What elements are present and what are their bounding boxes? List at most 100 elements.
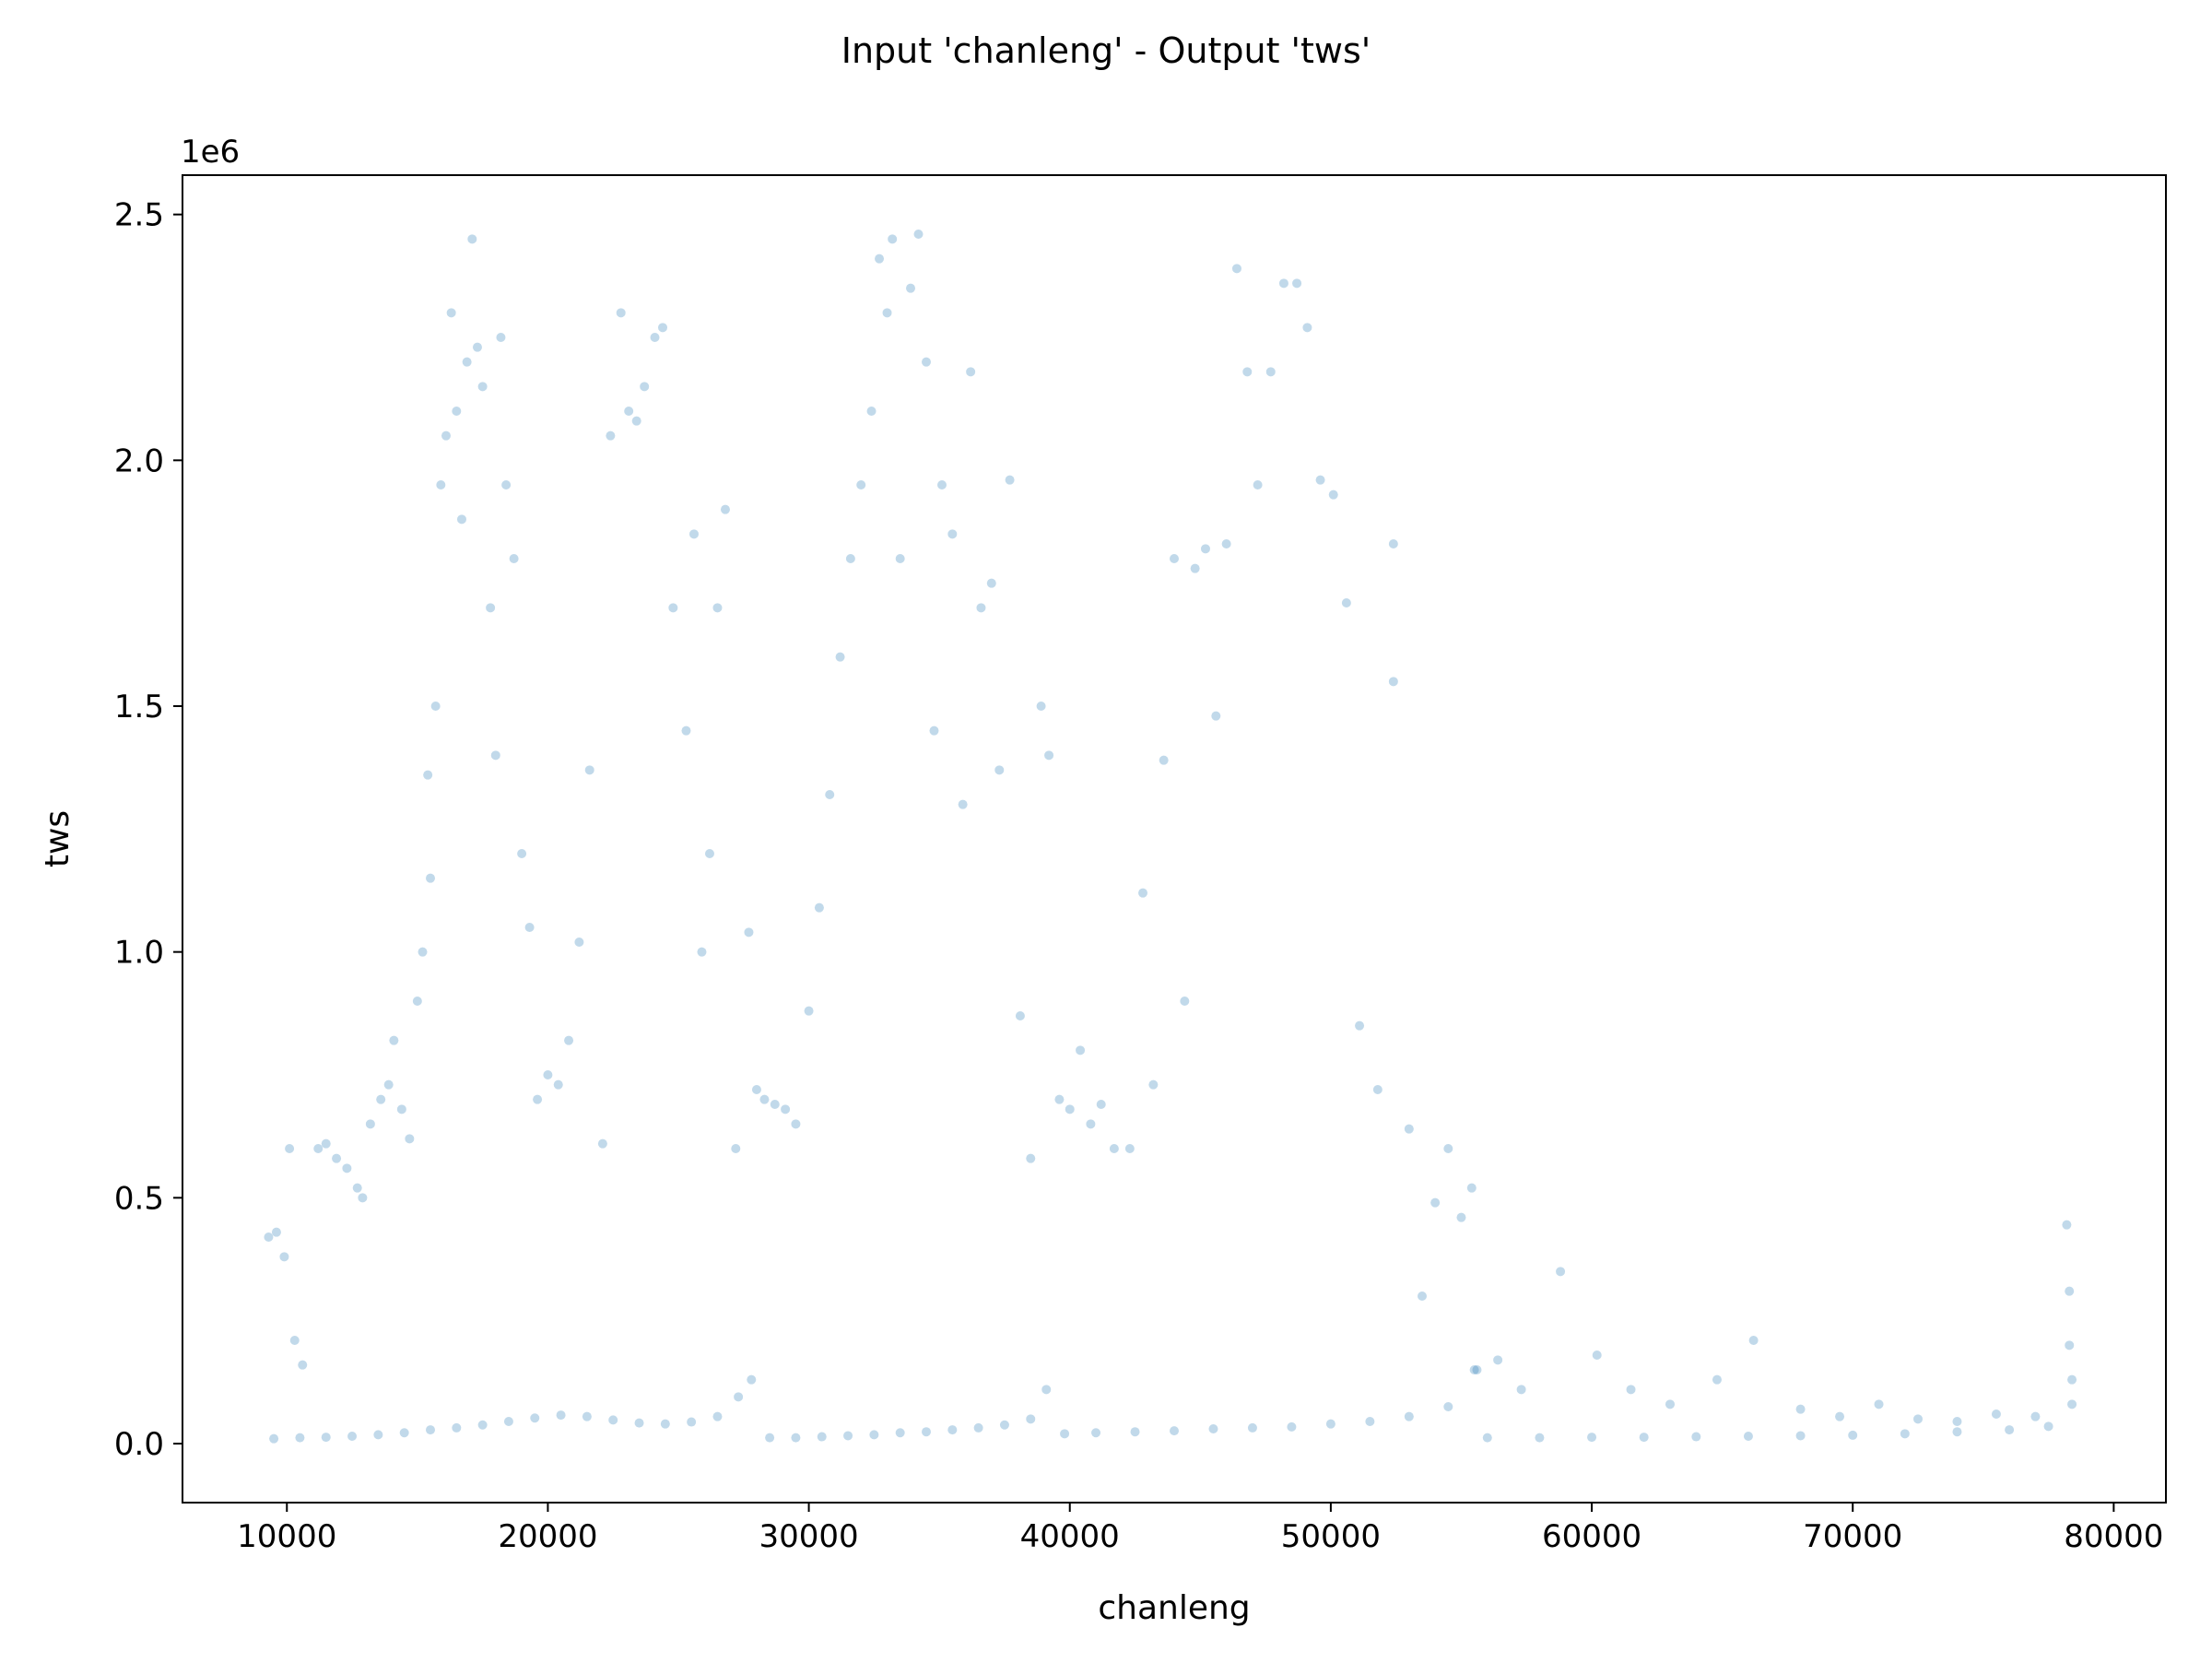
scatter-point — [564, 1035, 574, 1045]
scatter-point — [1365, 1417, 1375, 1426]
scatter-point — [352, 1183, 362, 1193]
scatter-point — [697, 947, 707, 957]
scatter-point — [1138, 888, 1148, 898]
scatter-point — [1556, 1267, 1566, 1277]
scatter-point — [1388, 539, 1398, 548]
scatter-point — [744, 927, 754, 938]
scatter-point — [1041, 1385, 1052, 1395]
scatter-point — [373, 1430, 383, 1440]
x-tick-label: 80000 — [2064, 1518, 2163, 1555]
scatter-point — [1315, 475, 1325, 485]
scatter-point — [1130, 1427, 1140, 1437]
scatter-point — [1180, 997, 1190, 1006]
scatter-point — [269, 1433, 279, 1444]
scatter-point — [426, 873, 435, 883]
scatter-point — [389, 1035, 399, 1045]
scatter-point — [608, 1415, 618, 1425]
scatter-point — [1418, 1291, 1427, 1301]
scatter-point — [2030, 1411, 2041, 1421]
y-tick-label: 1.0 — [114, 935, 164, 972]
scatter-point — [770, 1100, 780, 1109]
x-tick-label: 70000 — [1803, 1518, 1902, 1555]
scatter-point — [922, 357, 931, 367]
scatter-point — [486, 603, 496, 613]
scatter-point — [1952, 1427, 1962, 1437]
scatter-point — [1835, 1411, 1845, 1421]
scatter-point — [405, 1134, 415, 1144]
scatter-point — [1516, 1385, 1526, 1395]
scatter-point — [376, 1094, 386, 1104]
scatter-point — [383, 1079, 394, 1090]
scatter-point — [298, 1360, 308, 1370]
scatter-point — [1952, 1417, 1962, 1426]
scatter-point — [1211, 711, 1221, 721]
scatter-point — [634, 1418, 644, 1428]
scatter-point — [418, 947, 428, 957]
scatter-point — [712, 1411, 723, 1421]
scatter-point — [1278, 278, 1288, 289]
y-tick-label: 1.5 — [114, 689, 164, 725]
scatter-point — [1086, 1119, 1096, 1129]
scatter-point — [1159, 755, 1169, 765]
scatter-point — [1900, 1429, 1910, 1439]
scatter-point — [1472, 1365, 1482, 1374]
scatter-point — [994, 765, 1005, 775]
scatter-point — [1535, 1433, 1545, 1443]
axes-layer: 10000 20000 30000 40000 50000 60000 70000 80000… — [114, 197, 2164, 1555]
scatter-point — [751, 1085, 761, 1094]
scatter-point — [490, 750, 500, 761]
x-tick-label: 60000 — [1542, 1518, 1641, 1555]
scatter-point — [1170, 1426, 1179, 1436]
scatter-point — [1665, 1399, 1675, 1409]
scatter-point — [1493, 1355, 1503, 1365]
scatter-point — [412, 997, 422, 1006]
scatter-point — [2065, 1286, 2075, 1296]
scatter-point — [866, 407, 877, 416]
scatter-point — [804, 1006, 814, 1016]
scatter-point — [1639, 1433, 1649, 1443]
scatter-point — [1587, 1433, 1597, 1443]
scatter-point — [1388, 677, 1398, 687]
x-tick-label: 20000 — [498, 1518, 597, 1555]
scatter-point — [347, 1432, 358, 1441]
scatter-point — [501, 480, 512, 489]
scatter-point — [843, 1431, 853, 1441]
scatter-point — [650, 333, 660, 342]
scatter-point — [503, 1417, 513, 1426]
scatter-point — [496, 333, 506, 342]
scatter-point — [817, 1432, 827, 1442]
scatter-point — [264, 1233, 274, 1242]
y-tick-label: 2.5 — [114, 197, 164, 234]
scatter-point — [668, 603, 678, 613]
scatter-point — [358, 1193, 368, 1203]
scatter-point — [825, 790, 835, 799]
scatter-point — [533, 1094, 543, 1104]
scatter-point — [1325, 1419, 1335, 1429]
x-tick-label: 40000 — [1020, 1518, 1120, 1555]
scatter-point — [791, 1433, 801, 1443]
scatter-point — [1091, 1428, 1101, 1438]
scatter-point — [530, 1413, 540, 1423]
scatter-point — [606, 430, 616, 441]
scatter-point — [1355, 1020, 1365, 1031]
scatter-point — [1247, 1422, 1257, 1433]
scatter-point — [1848, 1430, 1858, 1440]
scatter-point — [922, 1427, 931, 1437]
plot-frame — [182, 174, 2167, 1504]
scatter-point — [947, 529, 958, 539]
scatter-point — [2062, 1220, 2072, 1230]
x-axis-label: chanleng — [1098, 1589, 1250, 1627]
scatter-point — [958, 799, 968, 809]
y-tick-label: 0.0 — [114, 1426, 164, 1463]
scatter-point — [1795, 1404, 1806, 1414]
scatter-point — [1265, 367, 1276, 377]
scatter-point — [553, 1079, 563, 1090]
scatter-point — [973, 1422, 983, 1433]
scatter-point — [913, 230, 924, 239]
scatter-point — [712, 603, 723, 613]
scatter-point — [658, 323, 668, 333]
scatter-point — [1592, 1350, 1602, 1360]
